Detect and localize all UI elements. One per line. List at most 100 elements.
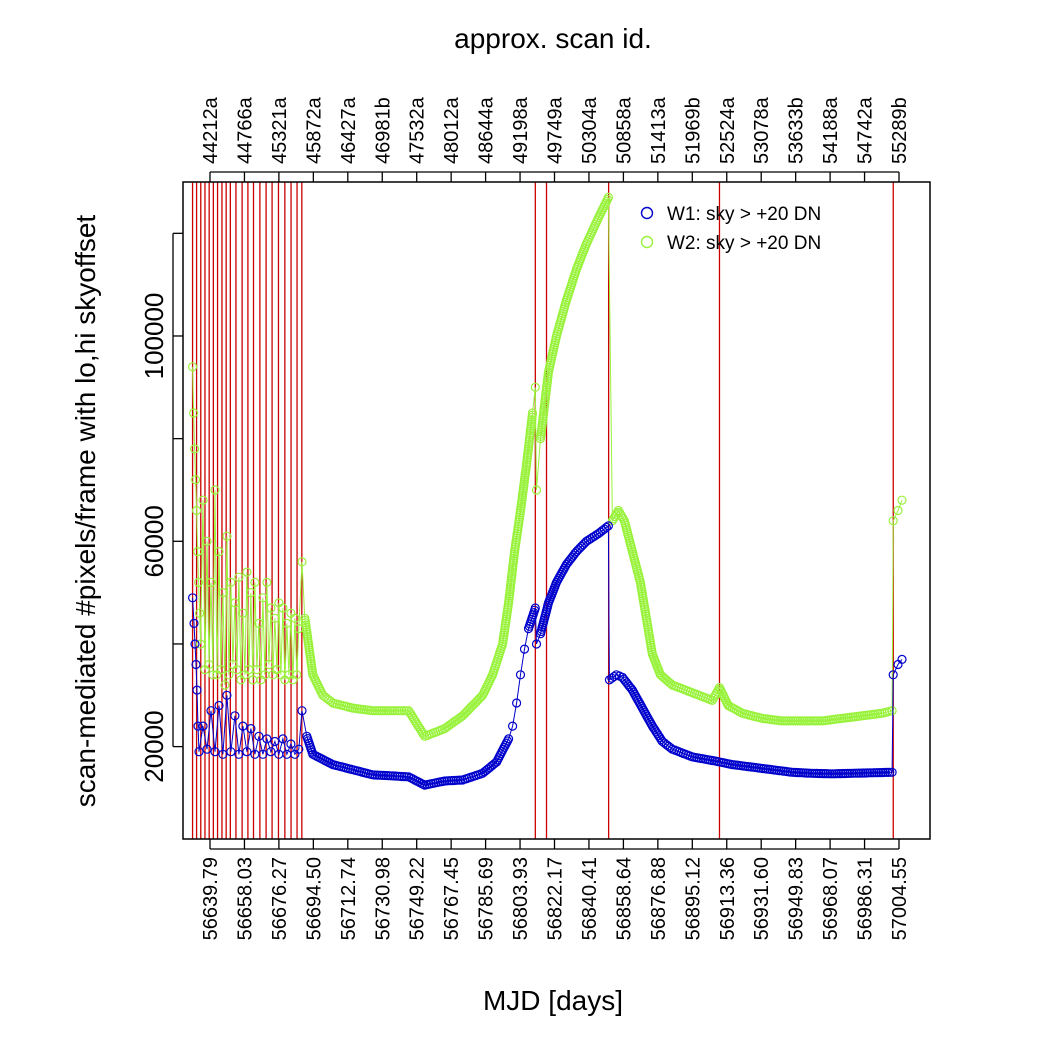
- w2-point: [252, 664, 262, 675]
- w1-point: [234, 749, 244, 759]
- w2-point: [278, 603, 288, 613]
- w2-point: [210, 485, 220, 495]
- bottom-tick-label: 56785.69: [476, 857, 498, 940]
- w1-point: [511, 698, 522, 708]
- w2-point: [462, 706, 472, 716]
- w2-point: [467, 701, 477, 711]
- bottom-tick-label: 56749.22: [407, 857, 429, 940]
- w2-point: [196, 639, 206, 649]
- bottom-tick-label: 56676.27: [269, 857, 291, 940]
- w2-point: [531, 485, 542, 495]
- w1-point: [192, 685, 202, 695]
- legend-marker-w2: [640, 235, 654, 249]
- top-tick-label: 53633b: [786, 97, 808, 164]
- w2-point: [216, 664, 226, 675]
- w1-point: [887, 767, 897, 777]
- w2-point: [193, 546, 203, 557]
- w2-point: [206, 577, 216, 588]
- w1-point: [238, 721, 248, 731]
- w1-point: [262, 734, 272, 744]
- w1-point: [278, 734, 288, 744]
- legend: W1: sky > +20 DN W2: sky > +20 DN: [640, 204, 821, 254]
- bottom-tick-label: 57004.55: [889, 857, 911, 940]
- w2-point: [191, 475, 201, 485]
- bottom-tick-label: 56931.60: [751, 857, 773, 940]
- legend-label-w1: W1: sky > +20 DN: [667, 204, 821, 225]
- w1-point: [218, 749, 228, 759]
- top-tick-label: 50304a: [579, 96, 601, 164]
- w2-point: [194, 577, 204, 588]
- bottom-tick-label: 56730.98: [372, 857, 394, 940]
- w1-point: [530, 603, 540, 613]
- w1-point: [188, 593, 198, 603]
- bottom-tick-label: 56858.64: [613, 857, 635, 940]
- w1-point: [266, 747, 276, 757]
- w2-point: [195, 608, 205, 618]
- w1-point: [519, 644, 530, 654]
- w1-point: [258, 749, 268, 759]
- top-tick-label: 49198a: [510, 96, 532, 164]
- w2-point: [368, 706, 378, 716]
- w2-point: [292, 670, 302, 680]
- left-axis: 20000 60000 100000: [139, 232, 183, 783]
- w2-point: [218, 587, 228, 598]
- y-axis-title: scan-mediated #pixels/frame with lo,hi s…: [70, 215, 101, 808]
- w2-point: [527, 408, 538, 418]
- w2-point: [208, 670, 218, 680]
- top-tick-label: 46427a: [338, 96, 360, 164]
- w2-point: [202, 536, 212, 546]
- w1-point: [531, 639, 542, 649]
- bottom-tick-label: 56803.93: [510, 857, 532, 940]
- w1-point: [502, 736, 513, 746]
- w2-point: [220, 680, 230, 690]
- w2-point: [230, 598, 240, 608]
- w2-point: [735, 707, 745, 717]
- top-tick-label: 55289b: [889, 97, 911, 164]
- w2-point: [254, 618, 264, 629]
- w2-point: [198, 495, 208, 505]
- w1-point: [297, 706, 307, 716]
- w1-point: [270, 736, 280, 747]
- w2-point: [530, 382, 540, 392]
- top-tick-label: 51969b: [682, 97, 704, 164]
- top-tick-label: 45872a: [303, 96, 325, 164]
- y-tick-label: 20000: [139, 710, 169, 782]
- w1-point: [202, 744, 212, 754]
- w1-point: [874, 767, 884, 778]
- w2-point: [192, 505, 202, 516]
- w2-point: [603, 192, 614, 202]
- w2-point: [459, 709, 469, 719]
- w2-point: [234, 572, 244, 582]
- w2-point: [887, 706, 897, 716]
- w2-point: [388, 706, 398, 716]
- w1-point: [242, 747, 252, 757]
- w2-point: [297, 557, 307, 567]
- w2-point: [465, 703, 475, 713]
- top-tick-label: 46981b: [372, 97, 394, 164]
- w2-point: [379, 706, 389, 716]
- w2-point: [897, 495, 907, 505]
- top-tick-label: 44212a: [200, 96, 222, 164]
- w1-point: [507, 721, 518, 731]
- w2-point: [222, 531, 232, 541]
- w1-point: [206, 706, 216, 716]
- w2-point: [262, 577, 272, 588]
- bottom-tick-label: 56639.79: [200, 857, 222, 940]
- w2-point: [806, 716, 816, 726]
- w1-point: [827, 769, 837, 779]
- y-tick-label: 60000: [139, 505, 169, 577]
- top-tick-label: 47532a: [407, 96, 429, 164]
- w2-point: [473, 695, 483, 705]
- plot-frame: [182, 181, 931, 840]
- w2-point: [266, 603, 276, 613]
- w2-point: [461, 708, 471, 718]
- top-tick-label: 53078a: [751, 96, 773, 164]
- w2-series-layer: [188, 192, 907, 741]
- w2-point: [242, 567, 252, 577]
- w1-point: [601, 522, 612, 533]
- w2-point: [226, 577, 236, 588]
- w2-point: [258, 593, 268, 603]
- bottom-tick-label: 56840.41: [579, 857, 601, 940]
- top-axis: 44212a 44766a 45321a 45872a 46427a 46981b 4753…: [200, 96, 911, 182]
